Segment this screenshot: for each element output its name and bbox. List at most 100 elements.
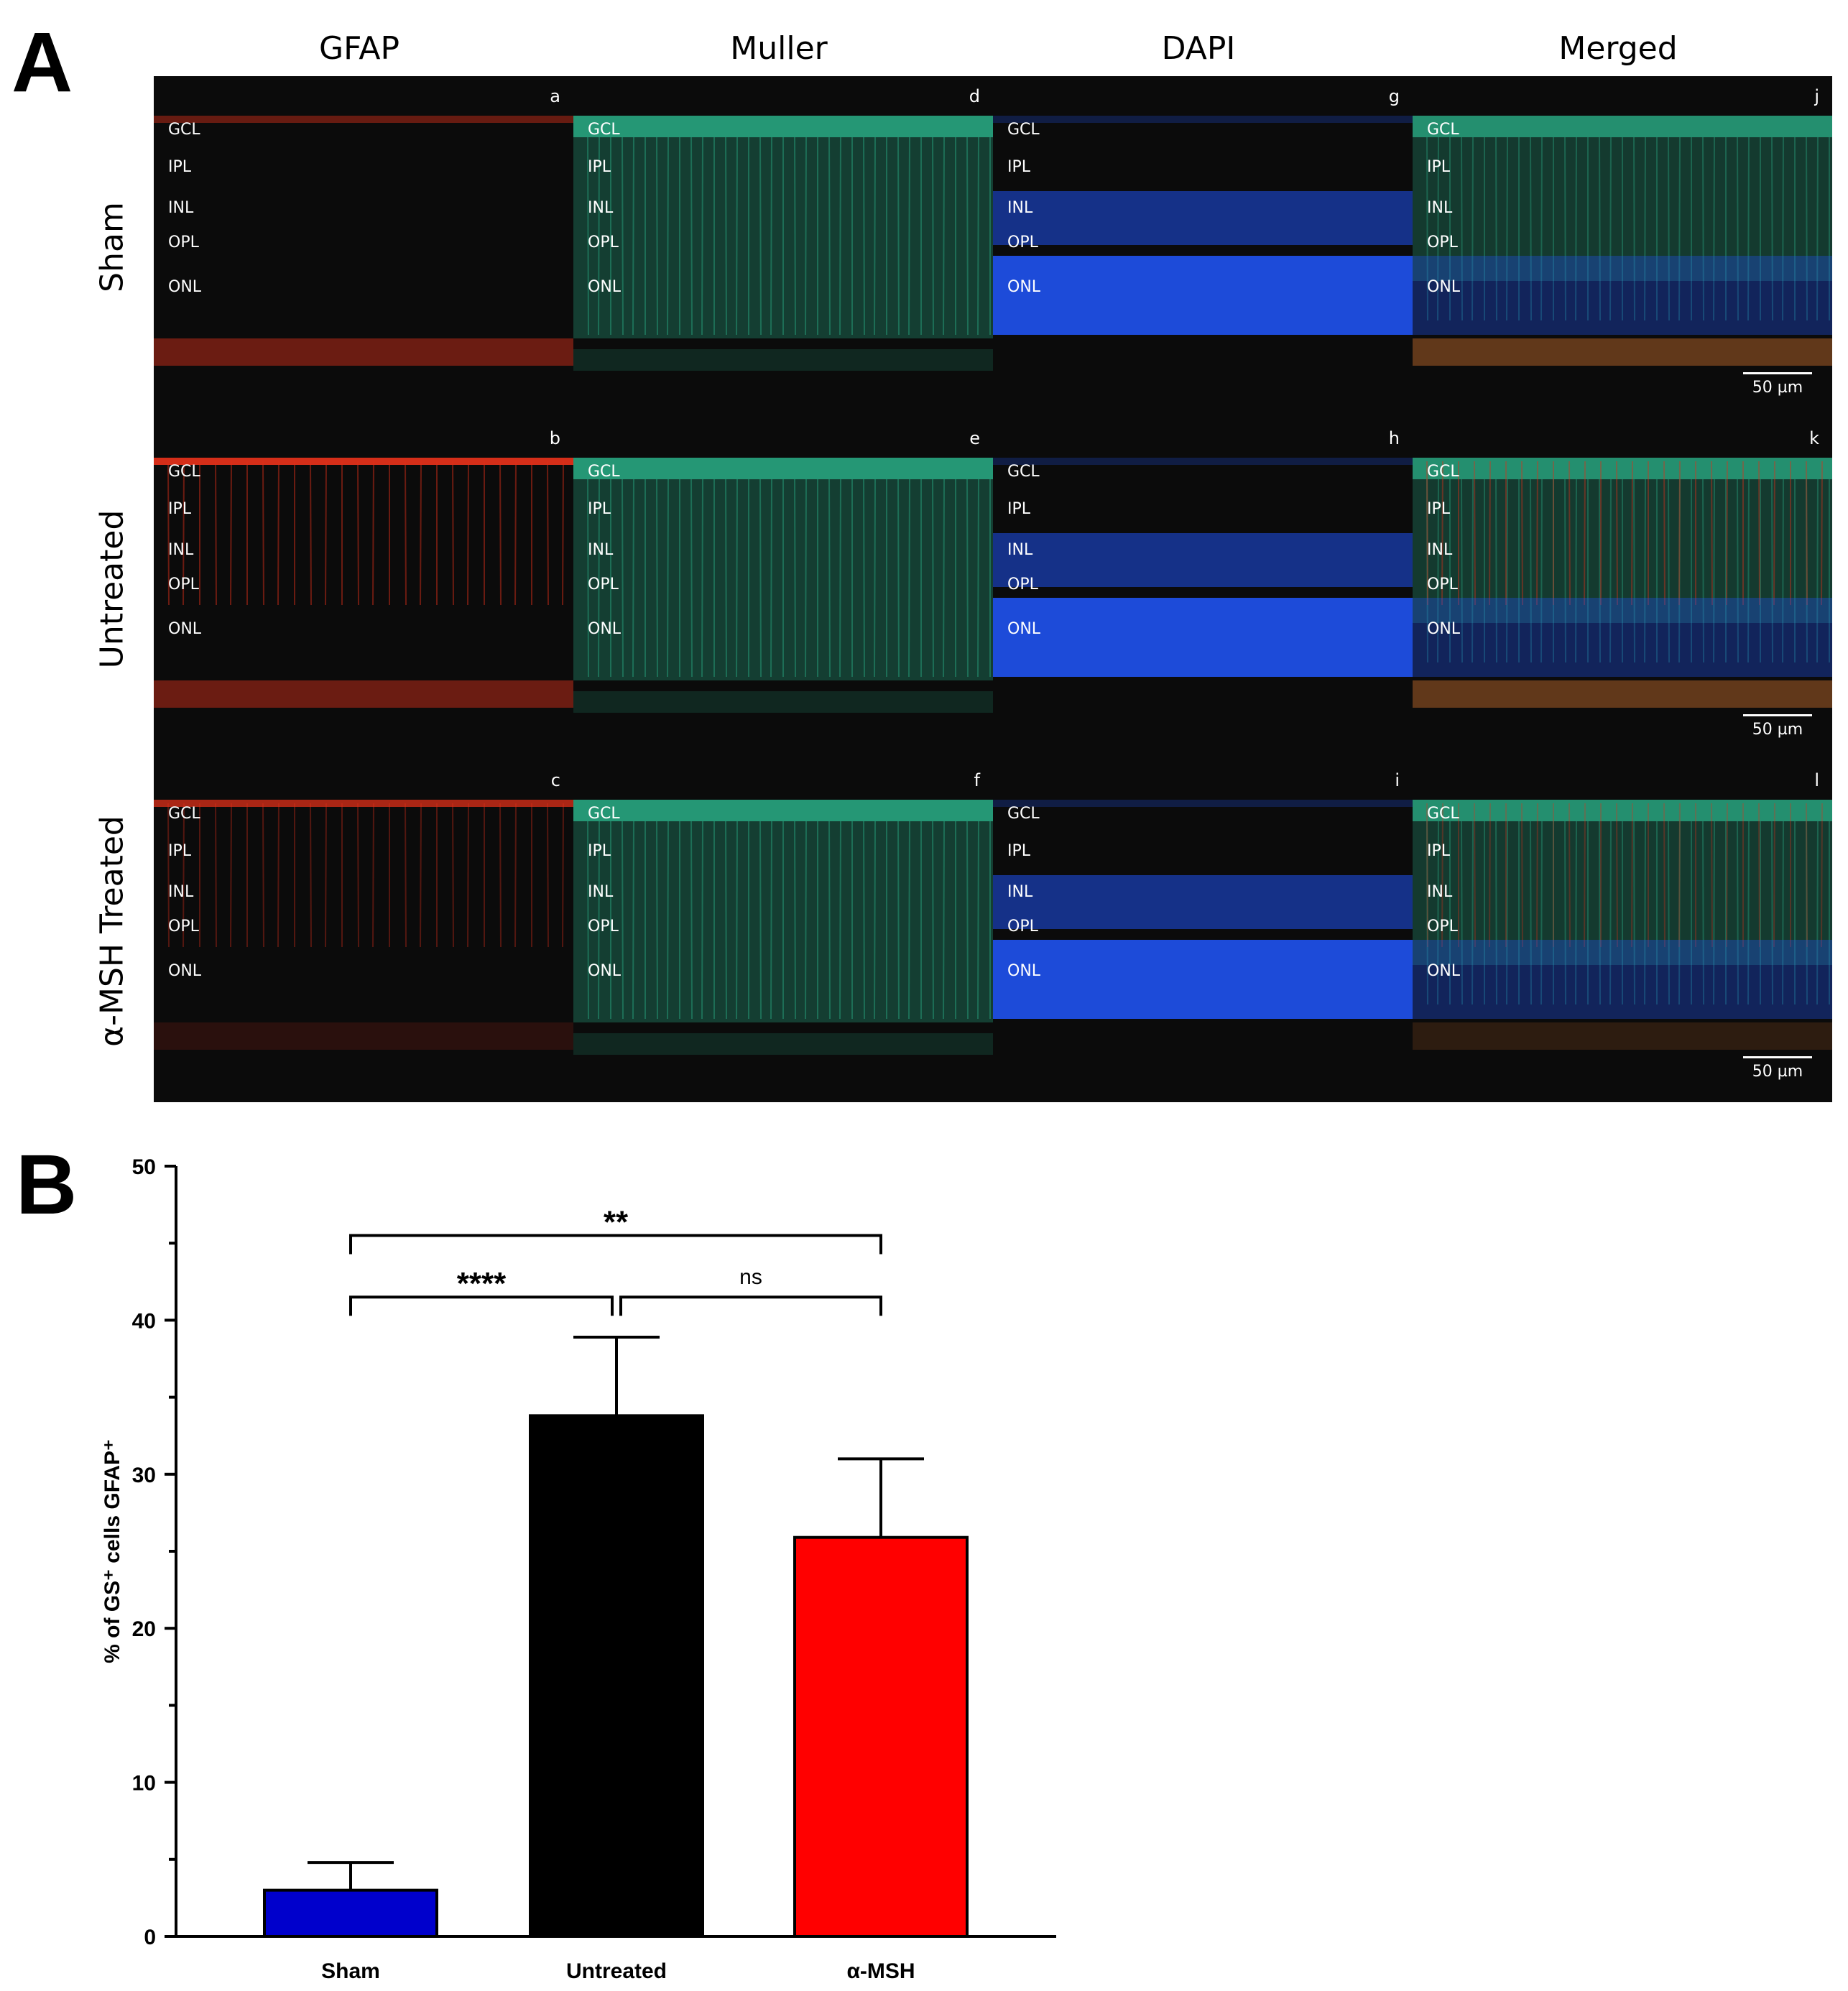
layer-label-onl: ONL: [168, 962, 202, 980]
scale-bar-label: 50 µm: [1752, 379, 1803, 397]
layer-label-ipl: IPL: [168, 842, 192, 860]
significance-bracket: [349, 1295, 614, 1316]
layer-label-gcl: GCL: [1007, 463, 1040, 481]
micrograph-texture: [1413, 760, 1832, 1102]
layer-label-opl: OPL: [588, 576, 619, 593]
micrograph-texture: [154, 418, 573, 760]
column-header-muller: Muller: [730, 30, 828, 67]
bar: [263, 1888, 438, 1939]
column-header-dapi: DAPI: [1161, 30, 1236, 67]
micrograph-muller-3: f GCL IPL INL OPL ONL: [573, 760, 993, 1102]
layer-label-opl: OPL: [168, 576, 199, 593]
micrograph-dapi-1: g GCL IPL INL OPL ONL: [993, 76, 1413, 418]
micrograph-texture: [993, 418, 1413, 760]
layer-label-onl: ONL: [1007, 962, 1041, 980]
x-tick-label: Sham: [321, 1959, 380, 1983]
subpanel-letter: b: [549, 428, 560, 448]
layer-label-onl: ONL: [1427, 620, 1461, 638]
significance-label: ****: [457, 1266, 507, 1301]
y-tick-label: 50: [132, 1155, 156, 1179]
subpanel-letter: g: [1388, 86, 1400, 106]
layer-label-gcl: GCL: [1007, 121, 1040, 139]
micrograph-texture: [573, 760, 993, 1102]
micrograph-merged-2: k GCL IPL INL OPL ONL 50 µm: [1413, 418, 1832, 760]
layer-label-inl: INL: [588, 883, 614, 901]
subpanel-letter: a: [550, 86, 560, 106]
layer-label-opl: OPL: [1427, 918, 1458, 936]
subpanel-letter: f: [974, 770, 980, 790]
micrograph-texture: [993, 76, 1413, 418]
layer-label-inl: INL: [588, 199, 614, 217]
layer-label-ipl: IPL: [1427, 500, 1451, 518]
layer-label-gcl: GCL: [168, 121, 200, 139]
y-tick-label: 30: [132, 1464, 156, 1487]
row-label-untreated: Untreated: [93, 509, 131, 669]
subpanel-letter: e: [969, 428, 980, 448]
layer-label-gcl: GCL: [588, 463, 620, 481]
layer-label-ipl: IPL: [588, 158, 611, 176]
micrograph-dapi-2: h GCL IPL INL OPL ONL: [993, 418, 1413, 760]
significance-bracket: [619, 1295, 882, 1316]
subpanel-letter: l: [1814, 770, 1819, 790]
micrograph-gfap-3: c GCL IPL INL OPL ONL: [154, 760, 573, 1102]
row-label-sham-wrap: Sham: [89, 76, 135, 418]
x-tick-label: α-MSH: [846, 1959, 915, 1983]
subpanel-letter: i: [1395, 770, 1400, 790]
layer-label-opl: OPL: [168, 918, 199, 936]
scale-bar: 50 µm: [1743, 372, 1812, 397]
y-axis-label: % of GS⁺ cells GFAP⁺: [101, 1439, 124, 1663]
layer-label-onl: ONL: [168, 278, 202, 296]
micrograph-texture: [1413, 418, 1832, 760]
bar-chart: 0 10 20 30 40 50 % of GS⁺ cells GFAP⁺ Sham Untre…: [101, 1155, 1056, 1983]
micrograph-muller-1: d GCL IPL INL OPL ONL: [573, 76, 993, 418]
layer-label-inl: INL: [1427, 199, 1453, 217]
panel-label-b: B: [16, 1137, 78, 1232]
y-tick-label: 40: [132, 1309, 156, 1333]
layer-label-ipl: IPL: [588, 842, 611, 860]
layer-label-inl: INL: [168, 883, 194, 901]
layer-label-ipl: IPL: [1007, 158, 1031, 176]
significance-label: ns: [739, 1265, 762, 1289]
micrograph-merged-1: j GCL IPL INL OPL ONL 50 µm: [1413, 76, 1832, 418]
layer-label-onl: ONL: [168, 620, 202, 638]
y-tick-label: 0: [144, 1926, 156, 1949]
layer-label-gcl: GCL: [1427, 463, 1459, 481]
layer-label-gcl: GCL: [168, 463, 200, 481]
subpanel-letter: j: [1814, 86, 1819, 106]
layer-label-onl: ONL: [1427, 278, 1461, 296]
micrograph-texture: [1413, 76, 1832, 418]
layer-label-inl: INL: [1427, 541, 1453, 559]
layer-label-inl: INL: [168, 541, 194, 559]
subpanel-letter: k: [1809, 428, 1819, 448]
micrograph-texture: [154, 76, 573, 418]
layer-label-inl: INL: [1007, 541, 1033, 559]
y-tick-label: 10: [132, 1772, 156, 1796]
scale-bar-line: [1743, 714, 1812, 716]
layer-label-inl: INL: [588, 541, 614, 559]
layer-label-inl: INL: [1427, 883, 1453, 901]
scale-bar-line: [1743, 1056, 1812, 1058]
layer-label-ipl: IPL: [168, 158, 192, 176]
panel-label-a: A: [11, 15, 73, 110]
layer-label-ipl: IPL: [588, 500, 611, 518]
layer-label-onl: ONL: [588, 962, 622, 980]
micrograph-texture: [993, 760, 1413, 1102]
scale-bar-label: 50 µm: [1752, 1063, 1803, 1081]
layer-label-onl: ONL: [1427, 962, 1461, 980]
subpanel-letter: h: [1388, 428, 1400, 448]
layer-label-gcl: GCL: [1007, 805, 1040, 823]
y-tick-label: 20: [132, 1617, 156, 1641]
layer-label-gcl: GCL: [588, 121, 620, 139]
row-label-treated-wrap: α-MSH Treated: [89, 760, 135, 1102]
layer-label-ipl: IPL: [1427, 842, 1451, 860]
layer-label-inl: INL: [1007, 883, 1033, 901]
micrograph-texture: [573, 76, 993, 418]
x-tick-label: Untreated: [566, 1959, 667, 1983]
micrograph-dapi-3: i GCL IPL INL OPL ONL: [993, 760, 1413, 1102]
layer-label-opl: OPL: [1007, 234, 1038, 251]
micrograph-gfap-2: b GCL IPL INL OPL ONL: [154, 418, 573, 760]
micrograph-merged-3: l GCL IPL INL OPL ONL 50 µm: [1413, 760, 1832, 1102]
micrograph-texture: [154, 760, 573, 1102]
layer-label-gcl: GCL: [588, 805, 620, 823]
bar: [529, 1414, 704, 1938]
